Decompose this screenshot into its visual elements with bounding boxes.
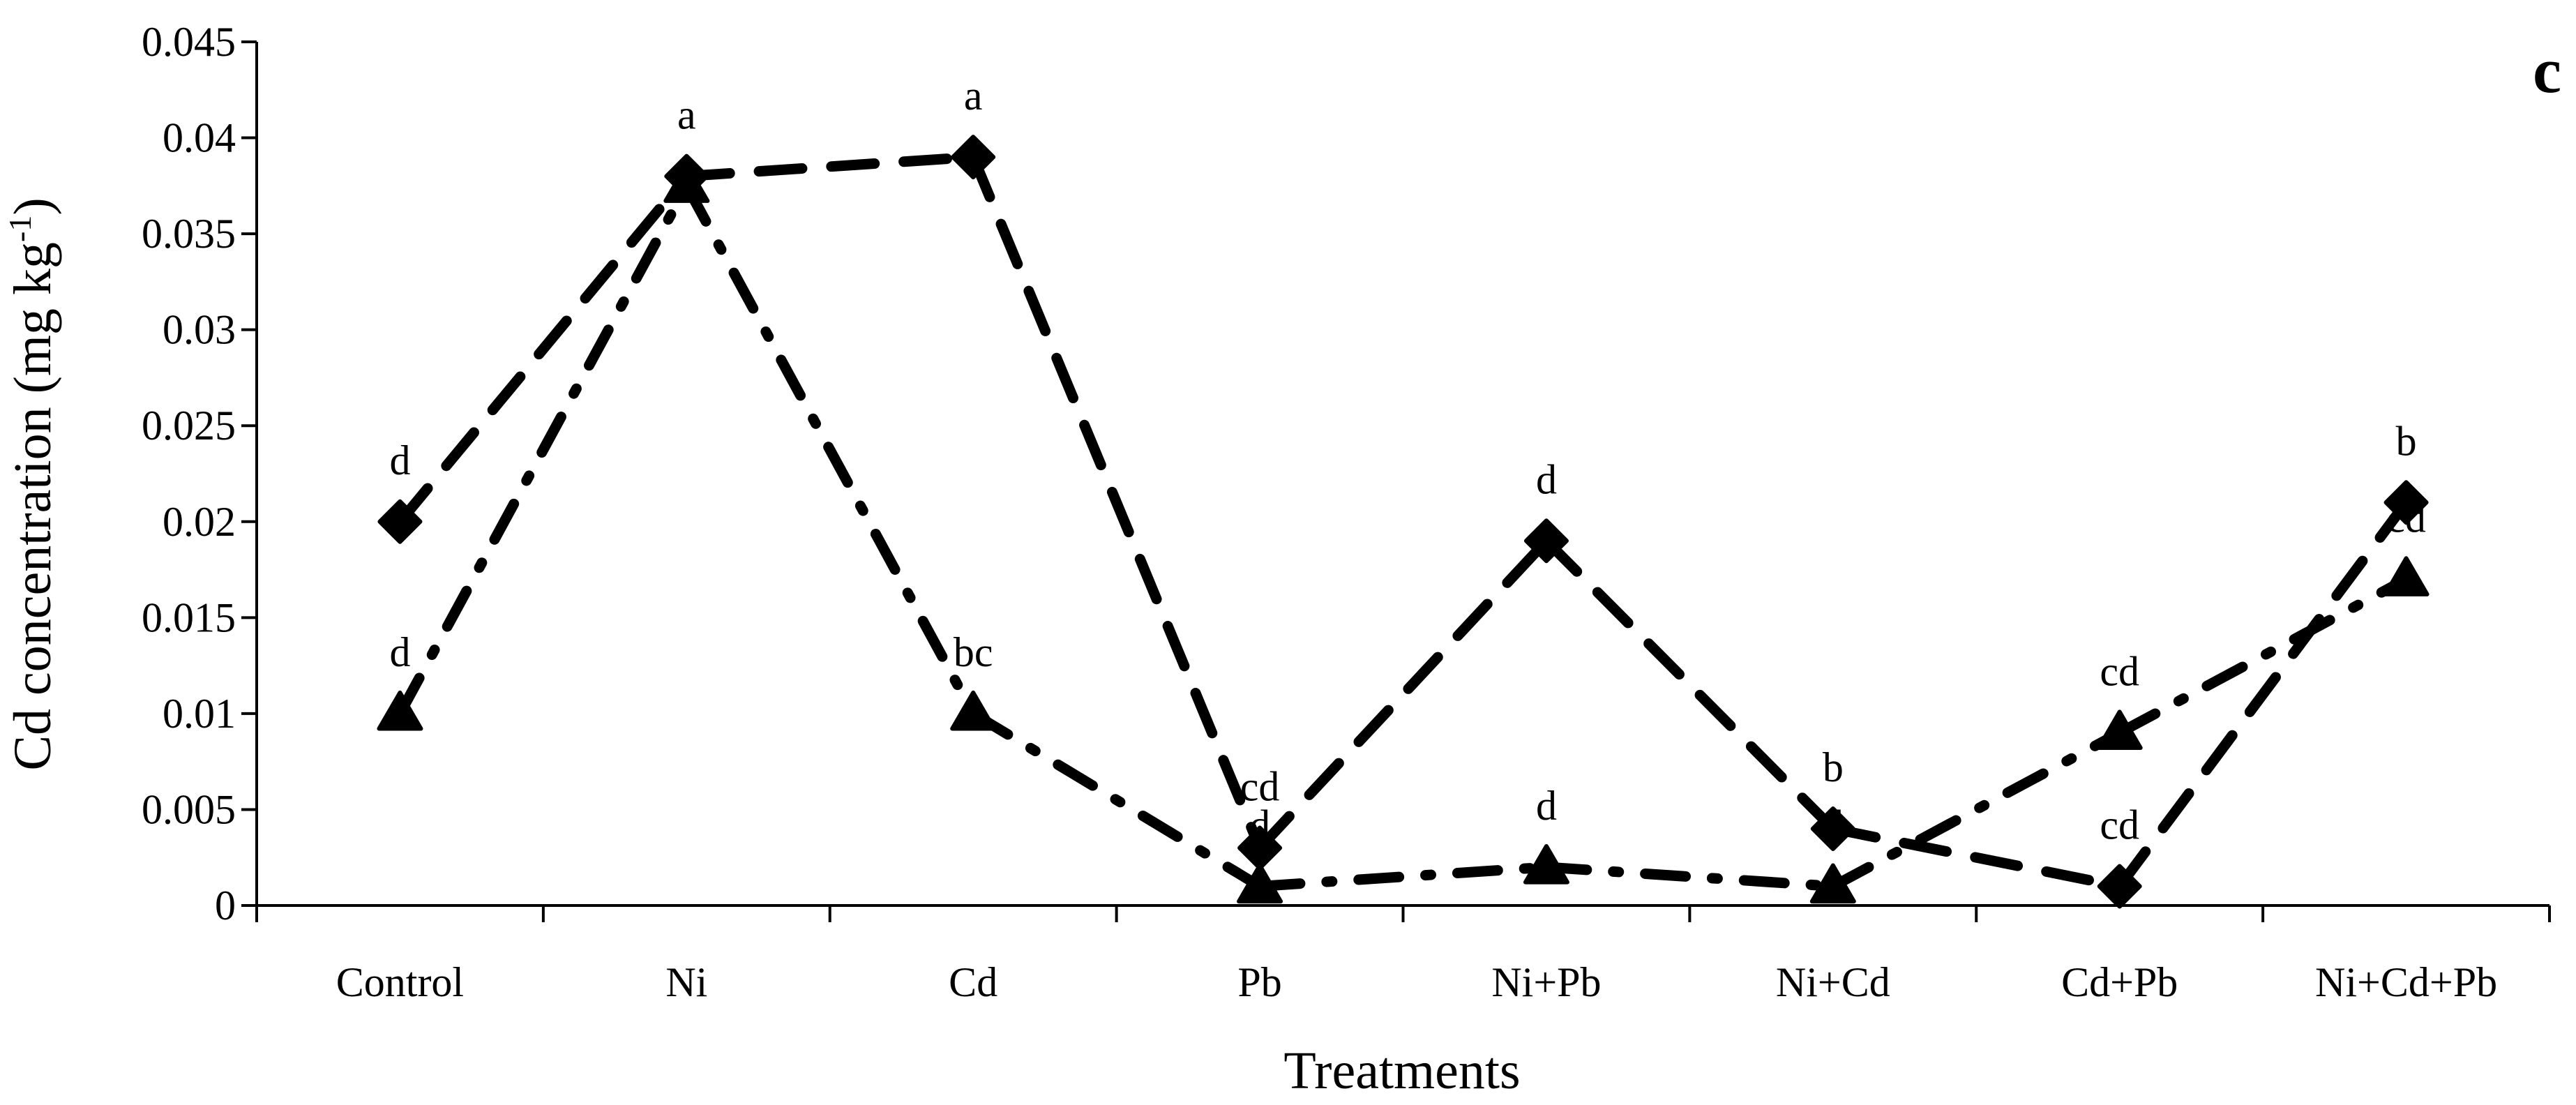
diamond-series-segment bbox=[681, 151, 979, 182]
triangle-series-segment bbox=[681, 180, 979, 719]
significance-label: a bbox=[964, 73, 983, 119]
triangle-marker bbox=[377, 690, 423, 731]
triangle-series-segment bbox=[1541, 862, 1839, 892]
diamond-series-segment bbox=[1254, 535, 1552, 853]
diamond-marker bbox=[1810, 806, 1855, 851]
y-tick-label: 0.045 bbox=[142, 19, 236, 65]
x-tick-label: Control bbox=[336, 959, 464, 1005]
significance-label: d bbox=[1249, 802, 1270, 848]
triangle-series-segment bbox=[1828, 727, 2125, 892]
triangle-series-segment bbox=[2114, 573, 2412, 738]
diamond-series-segment bbox=[394, 171, 692, 527]
significance-label: b bbox=[1823, 744, 1844, 790]
significance-label: cd bbox=[2100, 648, 2139, 694]
triangle-marker bbox=[663, 163, 710, 203]
y-axis-title: Cd concentration (mg kg-1) bbox=[2, 197, 62, 770]
x-tick-label: Ni+Pb bbox=[1491, 959, 1601, 1005]
series-lines bbox=[394, 151, 2412, 892]
significance-label: d bbox=[1536, 783, 1557, 829]
diamond-series-segment bbox=[1828, 823, 2125, 892]
y-tick-label: 0.025 bbox=[142, 403, 236, 449]
x-tick-label: Ni bbox=[665, 959, 707, 1005]
panel-label: c bbox=[2533, 35, 2561, 106]
triangle-marker bbox=[1523, 843, 1569, 885]
y-axis-title-main: Cd concentration (mg kg bbox=[3, 242, 62, 771]
diamond-marker bbox=[1523, 518, 1569, 564]
triangle-marker bbox=[950, 690, 997, 731]
y-axis-title-end: ) bbox=[3, 197, 62, 215]
y-axis-title-superscript: -1 bbox=[2, 216, 38, 242]
y-tick-label: 0.005 bbox=[142, 786, 236, 832]
significance-label: d bbox=[389, 629, 410, 675]
x-tick-label: Cd bbox=[949, 959, 997, 1005]
x-tick-label: Ni+Cd bbox=[1776, 959, 1890, 1005]
diamond-series-segment bbox=[2114, 497, 2412, 892]
y-tick-label: 0.035 bbox=[142, 211, 236, 257]
y-tick-label: 0.04 bbox=[163, 115, 236, 161]
significance-label: b bbox=[2396, 418, 2417, 464]
diamond-series-segment bbox=[967, 151, 1265, 853]
significance-label: cd bbox=[2100, 802, 2139, 848]
diamond-marker bbox=[951, 135, 996, 180]
triangle-series-segment bbox=[967, 708, 1265, 892]
triangle-marker bbox=[2383, 556, 2430, 596]
diamond-series-segment bbox=[1541, 535, 1839, 834]
series-markers bbox=[377, 135, 2430, 909]
significance-label: d bbox=[389, 437, 410, 483]
significance-label: cd bbox=[1240, 763, 1280, 809]
significance-label: d bbox=[1536, 456, 1557, 502]
triangle-series-segment bbox=[1254, 862, 1552, 892]
diamond-marker bbox=[377, 499, 423, 544]
significance-label: d bbox=[1823, 802, 1844, 848]
diamond-marker bbox=[2383, 480, 2429, 525]
significance-label: a bbox=[677, 92, 696, 138]
triangle-marker bbox=[2096, 709, 2143, 750]
y-tick-label: 0.01 bbox=[163, 691, 236, 737]
triangle-series-segment bbox=[394, 180, 692, 719]
significance-label: cd bbox=[2386, 495, 2426, 541]
diamond-marker bbox=[2097, 864, 2142, 909]
triangle-marker bbox=[1237, 863, 1283, 904]
x-tick-label: Ni+Cd+Pb bbox=[2315, 959, 2497, 1005]
x-tick-label: Pb bbox=[1237, 959, 1281, 1005]
significance-label: bc bbox=[954, 629, 993, 675]
y-tick-label: 0.03 bbox=[163, 307, 236, 353]
x-tick-label: Cd+Pb bbox=[2061, 959, 2178, 1005]
triangle-marker bbox=[1809, 863, 1856, 904]
x-axis-title: Treatments bbox=[1283, 1042, 1520, 1100]
y-tick-label: 0.015 bbox=[142, 594, 236, 640]
y-tick-label: 0 bbox=[215, 882, 236, 929]
y-tick-label: 0.02 bbox=[163, 499, 236, 545]
axes: 0 0.005 0.01 0.015 0.02 0.025 0.03 0.035 0.04 0.0… bbox=[142, 19, 2551, 1005]
